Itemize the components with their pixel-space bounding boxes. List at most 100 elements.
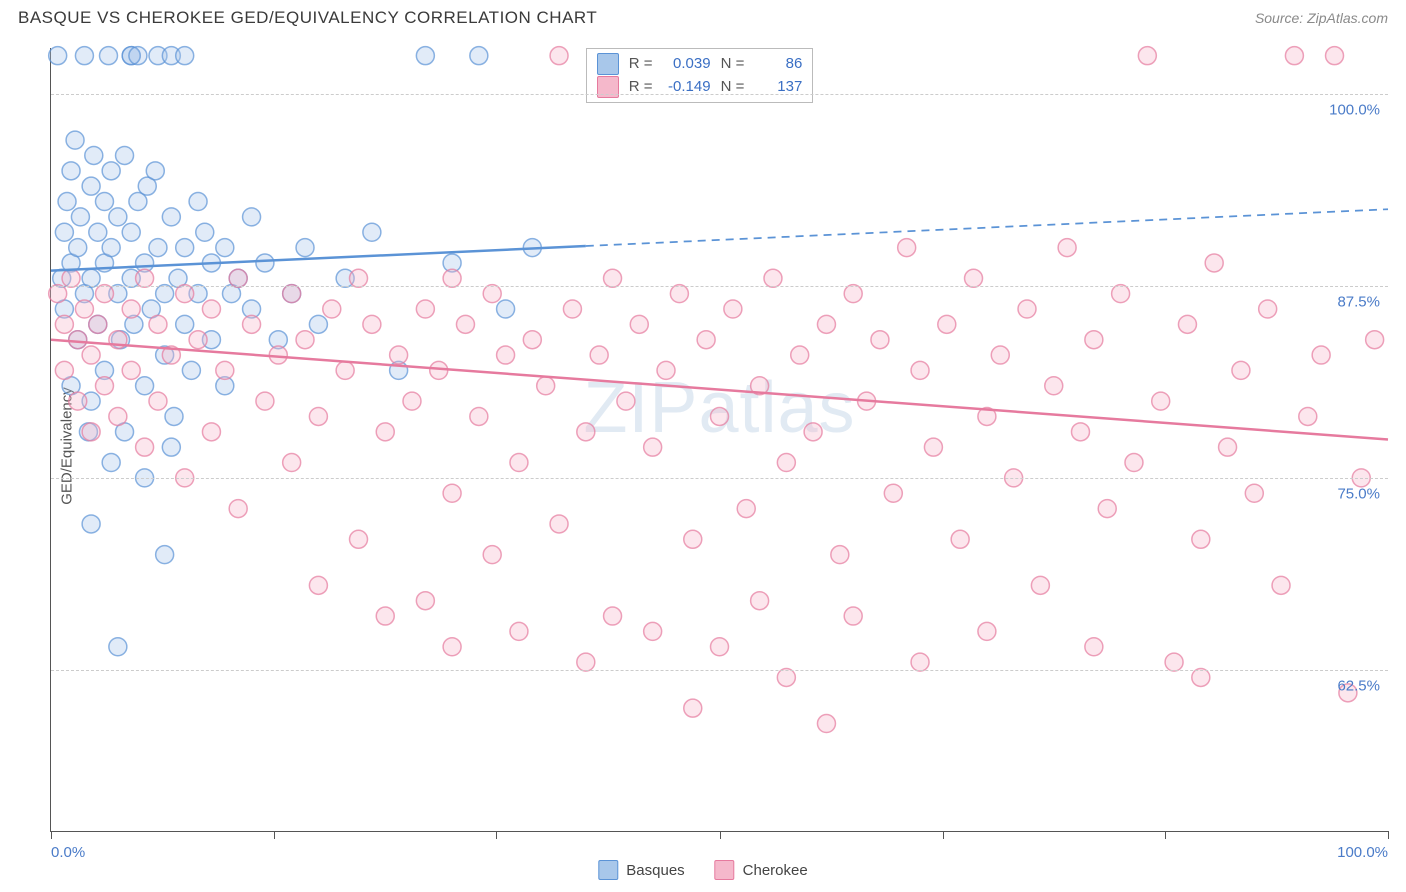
data-point [1165,653,1183,671]
data-point [69,331,87,349]
data-point [884,484,902,502]
data-point [577,653,595,671]
data-point [376,607,394,625]
r-value: 0.039 [663,53,711,76]
data-point [924,438,942,456]
data-point [1112,285,1130,303]
data-point [243,315,261,333]
data-point [176,47,194,65]
data-point [75,47,93,65]
data-point [146,162,164,180]
data-point [229,500,247,518]
data-point [644,438,662,456]
stats-row: R =0.039N =86 [597,53,803,76]
x-tick-label: 0.0% [51,844,85,861]
data-point [82,177,100,195]
data-point [831,546,849,564]
data-point [95,377,113,395]
data-point [443,484,461,502]
legend-swatch [715,860,735,880]
x-tick [720,831,721,839]
data-point [283,285,301,303]
data-point [1152,392,1170,410]
x-tick [1165,831,1166,839]
y-tick-label: 62.5% [1337,677,1380,694]
data-point [1085,331,1103,349]
y-tick-label: 87.5% [1337,293,1380,310]
data-point [136,438,154,456]
data-point [1205,254,1223,272]
data-point [149,315,167,333]
data-point [85,146,103,164]
legend-label: Cherokee [743,862,808,879]
data-point [136,269,154,287]
data-point [202,423,220,441]
data-point [176,239,194,257]
data-point [116,146,134,164]
data-point [243,208,261,226]
x-tick [51,831,52,839]
data-point [122,300,140,318]
data-point [99,47,117,65]
data-point [122,223,140,241]
data-point [537,377,555,395]
data-point [416,592,434,610]
data-point [149,392,167,410]
gridline [51,94,1388,95]
data-point [657,361,675,379]
data-point [309,407,327,425]
data-point [817,715,835,733]
data-point [1138,47,1156,65]
data-point [149,239,167,257]
data-point [309,576,327,594]
data-point [938,315,956,333]
data-point [109,208,127,226]
data-point [777,454,795,472]
trend-line-dashed [586,209,1388,246]
data-point [89,223,107,241]
data-point [523,331,541,349]
data-point [62,162,80,180]
data-point [1219,438,1237,456]
data-point [55,361,73,379]
data-point [550,515,568,533]
data-point [102,454,120,472]
data-point [1245,484,1263,502]
data-point [697,331,715,349]
data-point [176,285,194,303]
data-point [71,208,89,226]
data-point [1071,423,1089,441]
data-point [350,269,368,287]
data-point [630,315,648,333]
data-point [403,392,421,410]
data-point [256,254,274,272]
data-point [350,530,368,548]
data-point [416,47,434,65]
x-tick [1388,831,1389,839]
data-point [162,208,180,226]
n-value: 86 [754,53,802,76]
data-point [156,546,174,564]
chart-header: BASQUE VS CHEROKEE GED/EQUIVALENCY CORRE… [0,0,1406,32]
data-point [69,239,87,257]
data-point [62,269,80,287]
data-point [1285,47,1303,65]
data-point [497,300,515,318]
data-point [196,223,214,241]
data-point [69,392,87,410]
data-point [1125,454,1143,472]
chart-source: Source: ZipAtlas.com [1255,10,1388,26]
data-point [1045,377,1063,395]
x-tick [943,831,944,839]
data-point [1326,47,1344,65]
data-point [1098,500,1116,518]
data-point [604,269,622,287]
data-point [102,162,120,180]
data-point [871,331,889,349]
data-point [644,622,662,640]
data-point [1232,361,1250,379]
data-point [162,438,180,456]
data-point [724,300,742,318]
data-point [844,285,862,303]
data-point [336,361,354,379]
